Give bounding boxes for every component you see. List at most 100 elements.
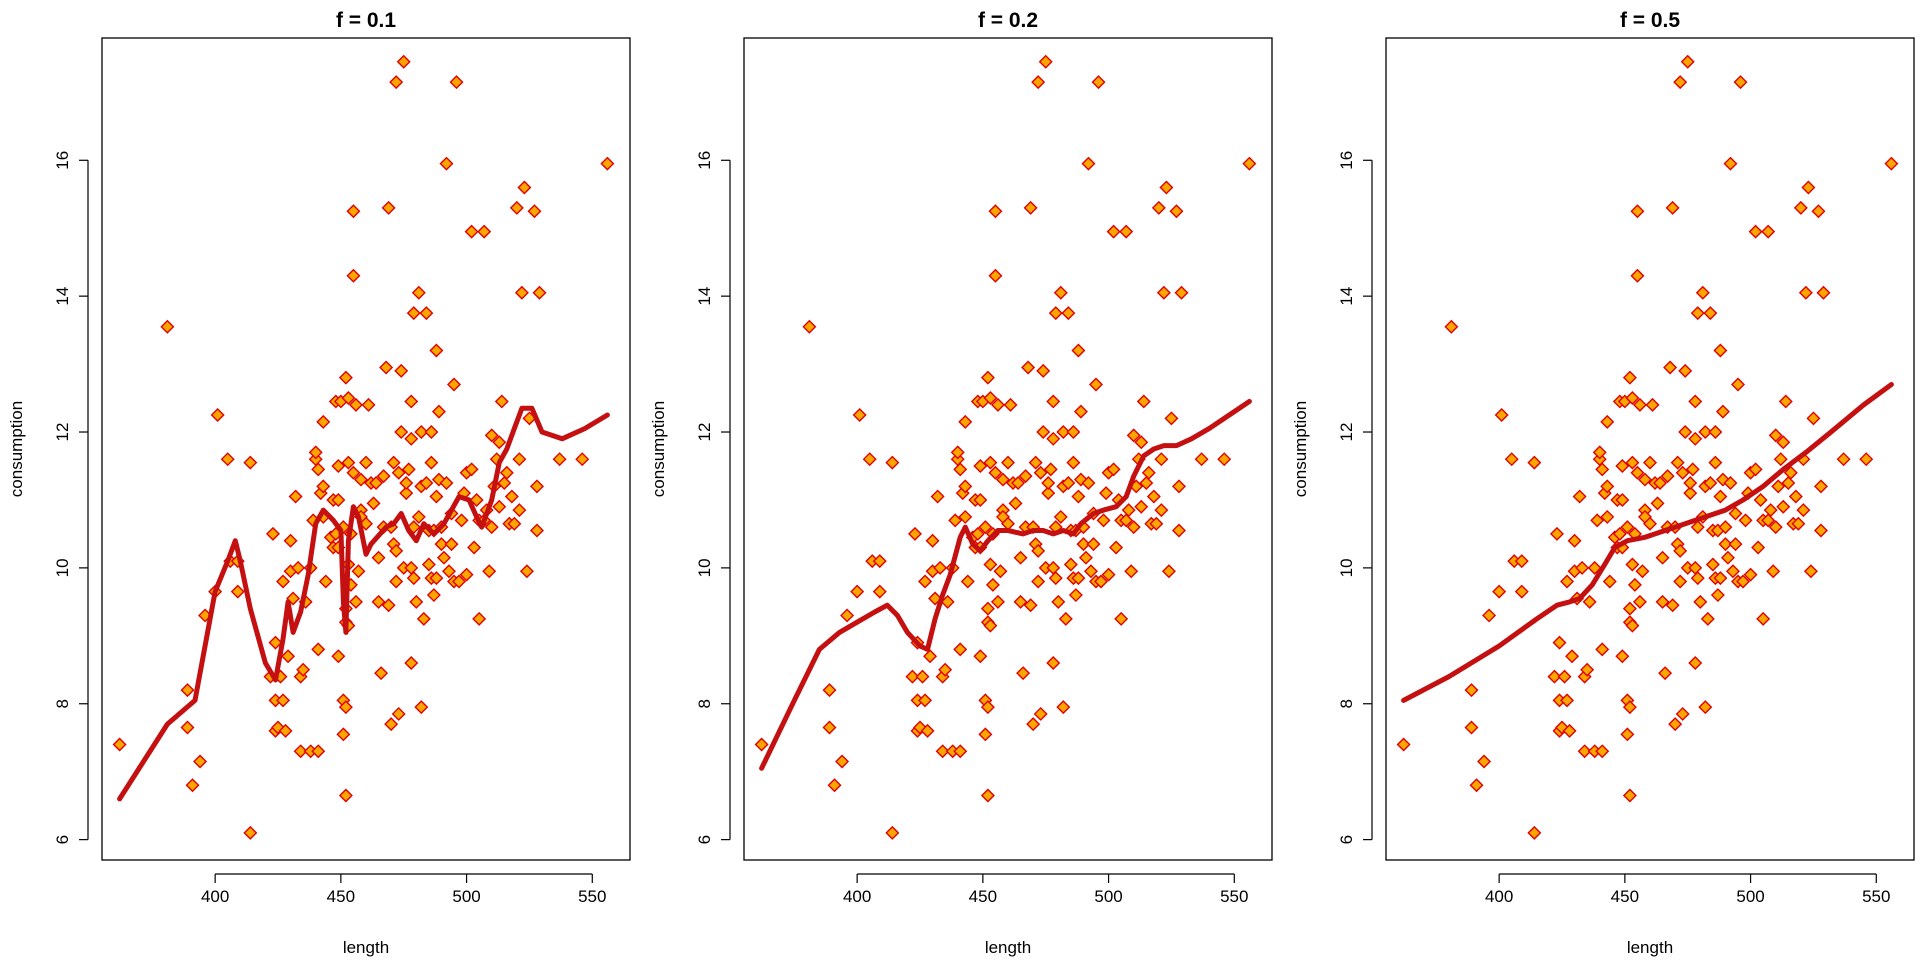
data-point [1751,540,1766,555]
data-point [348,397,363,412]
data-point [1650,496,1665,511]
data-point [482,564,497,579]
data-point [512,503,527,518]
data-point [1061,306,1076,321]
y-tick-label: 6 [695,835,714,844]
data-point [983,391,998,406]
data-point [1622,370,1637,385]
y-tick-label: 14 [1337,287,1356,306]
data-point [379,360,394,375]
data-point [494,394,509,409]
data-point [1736,574,1751,589]
data-point [1514,554,1529,569]
data-point [960,574,975,589]
data-point [1171,523,1186,538]
data-point [477,224,492,239]
data-point [268,635,283,650]
data-point [1643,455,1657,470]
data-point [958,479,973,494]
data-point [1018,469,1033,484]
data-point [862,452,877,467]
data-point [872,554,887,569]
data-point [444,537,459,552]
data-point [850,584,865,599]
data-point [1001,455,1015,470]
data-point [600,156,615,171]
data-point [1630,465,1645,480]
data-point [411,509,426,524]
data-point [1053,285,1068,300]
data-point [925,533,940,548]
data-point [885,825,900,840]
data-point [1753,492,1768,507]
data-point [1066,425,1081,440]
data-point [419,306,434,321]
data-point [1013,550,1028,565]
data-point [396,54,411,69]
data-point [1557,669,1572,684]
data-point [1056,700,1071,715]
data-point [980,601,995,616]
data-point [1580,662,1595,677]
data-point [953,642,968,657]
data-point [1781,475,1796,490]
data-point [1514,584,1529,599]
data-point [905,669,920,684]
data-point [1560,693,1575,708]
data-point [1482,608,1497,623]
x-tick-label: 450 [969,887,997,906]
data-point [1063,557,1078,572]
plot-frame [101,37,631,861]
data-point [923,649,938,664]
data-point [265,526,280,541]
data-point [1700,611,1715,626]
data-point [1174,285,1189,300]
data-point [1748,224,1763,239]
plot-frame [743,37,1273,861]
data-point [1043,462,1058,477]
data-point [1134,435,1149,450]
data-point [243,825,258,840]
data-point [1635,564,1650,579]
data-point [1046,656,1061,670]
data-point [1731,377,1745,392]
data-point [988,268,1003,283]
data-point [1776,499,1791,514]
data-point [421,557,436,572]
data-point [1086,537,1101,552]
data-point [316,414,331,429]
lowess-curve [759,398,1252,771]
data-point [497,475,512,490]
data-point [291,560,306,575]
data-point [517,180,532,195]
data-point [1643,516,1657,531]
data-point [1011,475,1026,490]
data-point [276,574,291,589]
data-point [447,377,461,392]
data-point [1728,506,1743,521]
data-point [509,200,524,215]
data-point [1665,598,1680,613]
x-axis-label: length [343,938,389,957]
data-point [1859,452,1874,467]
panel-2: f = 0.2 400 450 500 550 length 6 8 10 12 14 16 consu… [649,9,1273,957]
x-tick-label: 450 [1611,887,1639,906]
data-point [276,693,291,708]
data-point [1575,560,1590,575]
data-point [1076,537,1091,552]
data-point [1033,465,1048,480]
data-point [1582,594,1597,609]
data-point [331,458,346,473]
data-point [1768,428,1783,443]
data-point [575,452,590,467]
data-point [1678,363,1693,378]
data-point [1811,204,1826,219]
data-point [918,574,933,589]
data-point [1547,669,1562,684]
data-point [1444,319,1459,334]
data-point [210,408,225,423]
data-point [374,666,389,681]
data-point [180,720,195,735]
data-point [1003,397,1018,412]
x-tick-label: 550 [1862,887,1890,906]
